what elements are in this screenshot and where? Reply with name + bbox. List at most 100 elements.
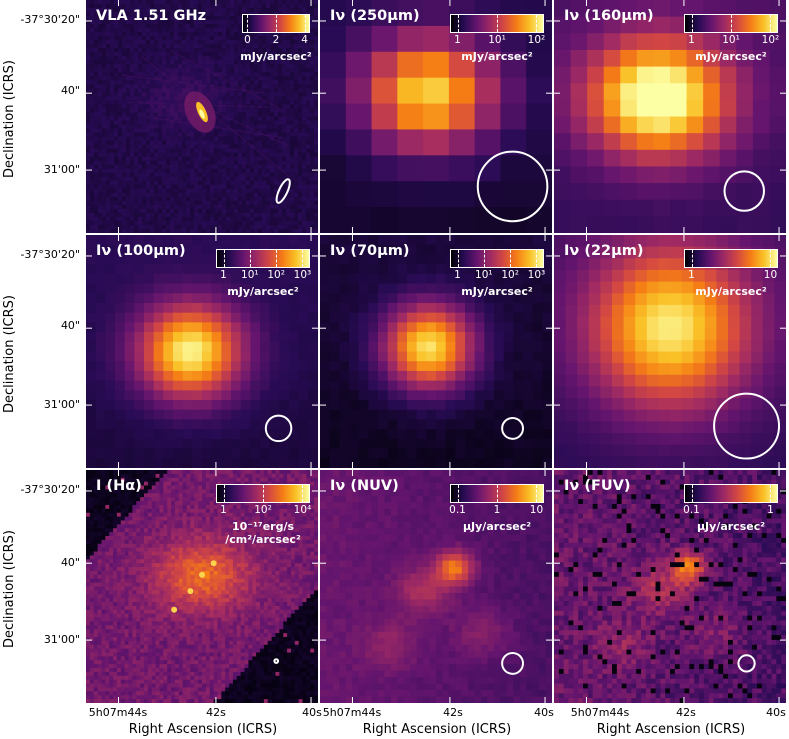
colorbar-tick [691,250,693,267]
colorbar-tick-label: 1 [688,269,695,281]
colorbar-tick-label: 10² [527,34,546,46]
panel-title: Iν (100μm) [96,243,186,259]
y-tick-label: 40" [60,556,80,569]
colorbar-tick [770,15,772,32]
image-panel: Iν (NUV) 0.1 1 10 μJy/arcsec² [320,470,552,703]
colorbar-unit-label: mJy/arcsec² [240,50,312,63]
colorbar-tick-label: 1 [688,34,695,46]
colorbar-unit-label: mJy/arcsec² [461,50,533,63]
colorbar-tick-label: 10¹ [722,34,740,46]
panel-title: Iν (FUV) [564,478,631,494]
x-tick-label: 42s [443,706,463,719]
y-tick-label: 31'00" [43,398,80,411]
colorbar-tick [536,15,538,32]
y-tick-label: 31'00" [43,633,80,646]
x-tick-label: 40s [534,706,554,719]
colorbar-tick [457,15,459,32]
colorbar [216,249,310,268]
colorbar [450,249,544,268]
panel-title: Iν (NUV) [330,478,399,494]
colorbar-tick-label: 10² [501,269,519,281]
beam-ellipse [713,392,781,460]
colorbar-tick-label: 4 [301,34,308,46]
y-axis-title: Declination (ICRS) [2,530,17,648]
panel-image [86,0,318,233]
colorbar-tick-label: 1 [454,269,461,281]
beam-ellipse [476,150,549,223]
colorbar-tick [302,250,304,267]
y-tick-label: 40" [60,319,80,332]
axis-ticks [86,235,318,468]
colorbar-tick [483,250,485,267]
beam-ellipse [501,651,524,675]
colorbar-tick [510,250,512,267]
image-panel: Iν (160μm) 1 10¹ 10² mJy/arcsec² [554,0,786,233]
colorbar-tick [457,250,459,267]
colorbar-unit-label: mJy/arcsec² [695,50,767,63]
colorbar-unit-label: mJy/arcsec² [227,285,299,298]
colorbar-tick [691,15,693,32]
axis-ticks [554,470,786,703]
colorbar-tick [536,485,538,502]
panel-title: Iν (70μm) [330,243,410,259]
x-tick-label: 5h07m44s [322,706,382,719]
colorbar-tick-label: 10² [761,34,780,46]
colorbar-tick [497,485,498,502]
image-panel: Iν (250μm) 1 10¹ 10² mJy/arcsec² [320,0,552,233]
colorbar-tick-label: 10¹ [475,269,493,281]
x-tick-label: 42s [676,706,696,719]
y-tick-label: 31'00" [43,163,80,176]
colorbar-tick-label: 10¹ [488,34,506,46]
colorbar-tick-label: 1 [220,504,227,516]
panel-image [320,235,552,468]
x-tick-label: 40s [302,706,322,719]
colorbar-tick-label: 10¹ [241,269,259,281]
beam-ellipse [737,654,756,673]
colorbar-tick-label: 1 [454,34,461,46]
image-panel: Iν (22μm) 1 10 mJy/arcsec² [554,235,786,468]
panel-image [86,470,318,703]
axis-ticks [554,235,786,468]
colorbar-tick-label: 10 [529,504,544,516]
colorbar [684,249,778,268]
colorbar-tick-label: 10⁴ [293,504,312,516]
colorbar-tick [536,250,538,267]
panel-image [554,470,786,703]
panel-image [320,0,552,233]
colorbar-tick-label: 0.1 [683,504,700,516]
beam-ellipse [501,416,524,440]
colorbar-tick [304,15,306,32]
colorbar-tick [691,485,693,502]
colorbar-tick [247,15,249,32]
colorbar-tick-label: 0 [244,34,251,46]
colorbar-tick [276,250,278,267]
beam-ellipse [264,414,293,443]
colorbar-tick [497,15,498,32]
x-axis-title: Right Ascension (ICRS) [128,722,278,737]
colorbar-tick [276,15,277,32]
axis-ticks [320,235,552,468]
axis-ticks [86,470,318,703]
colorbar-unit-label: 10⁻¹⁷erg/s [231,520,295,533]
colorbar-tick [770,250,772,267]
panel-title: Iν (250μm) [330,8,420,24]
image-panel: Iν (FUV) 0.1 1 μJy/arcsec² [554,470,786,703]
panel-title: Iν (160μm) [564,8,654,24]
colorbar-tick [223,250,225,267]
x-axis-title: Right Ascension (ICRS) [596,722,746,737]
x-tick-label: 5h07m44s [570,706,630,719]
x-tick-label: 42s [206,706,226,719]
colorbar-tick-label: 1 [493,504,501,516]
colorbar-tick [249,250,251,267]
panel-image [554,235,786,468]
colorbar-tick-label: 2 [272,34,280,46]
colorbar-unit-label: /cm²/arcsec² [225,533,301,546]
y-tick-label: -37°30'20" [20,248,80,261]
colorbar-unit-label: mJy/arcsec² [695,285,767,298]
colorbar-tick-label: 10² [254,504,272,516]
beam-ellipse [275,178,291,204]
image-panel: I (Hα) 1 10² 10⁴ 10⁻¹⁷erg/s/cm²/arcsec² [86,470,318,703]
x-tick-label: 5h07m44s [88,706,148,719]
axis-ticks [320,470,552,703]
colorbar-unit-label: mJy/arcsec² [461,285,533,298]
